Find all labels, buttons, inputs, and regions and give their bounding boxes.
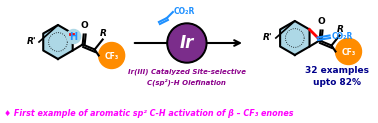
Circle shape — [99, 43, 125, 69]
Text: R': R' — [263, 33, 273, 43]
Text: O: O — [318, 17, 325, 26]
Text: Ir: Ir — [180, 34, 194, 52]
Text: CO₂R: CO₂R — [174, 8, 195, 16]
Text: R': R' — [26, 38, 36, 46]
Circle shape — [336, 38, 361, 64]
Circle shape — [169, 25, 205, 61]
Text: C(sp²)-H Olefination: C(sp²)-H Olefination — [147, 78, 226, 85]
Polygon shape — [43, 25, 73, 59]
Text: ♦ First example of aromatic sp² C-H activation of β – CF₃ enones: ♦ First example of aromatic sp² C-H acti… — [4, 109, 293, 118]
Text: R: R — [337, 24, 344, 33]
Text: H: H — [70, 31, 78, 41]
Text: Ir(III) Catalyzed Site-selective: Ir(III) Catalyzed Site-selective — [128, 68, 246, 75]
Circle shape — [167, 23, 207, 63]
Text: O: O — [81, 22, 88, 31]
Text: 32 examples: 32 examples — [305, 66, 369, 75]
Text: R: R — [100, 29, 107, 38]
Text: CF₃: CF₃ — [105, 52, 119, 61]
Circle shape — [67, 30, 81, 44]
Text: CF₃: CF₃ — [341, 48, 356, 57]
Polygon shape — [280, 21, 310, 55]
Text: upto 82%: upto 82% — [313, 78, 361, 87]
Text: CO₂R: CO₂R — [332, 32, 353, 41]
